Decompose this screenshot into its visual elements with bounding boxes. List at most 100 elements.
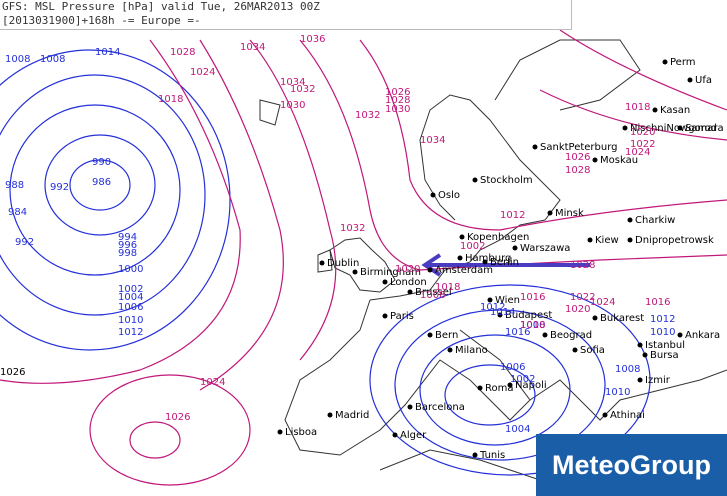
city-dot: [542, 332, 548, 338]
city-label: Moskau: [600, 155, 638, 166]
city-label: Istanbul: [645, 340, 685, 351]
city-dot: [457, 255, 463, 261]
isobar-label: 1026: [565, 152, 590, 163]
city-dot: [427, 267, 433, 273]
city-label: Milano: [455, 345, 488, 356]
city-label: Izmir: [645, 375, 671, 386]
isobar-label: 1008: [420, 290, 445, 301]
isobar-label: 1004: [505, 424, 530, 435]
city-label: SanktPeterburg: [540, 142, 618, 153]
city-label: Bursa: [650, 350, 679, 361]
isobar-label: 986: [92, 177, 111, 188]
arrow: [421, 253, 590, 277]
city-label: Alger: [400, 430, 427, 441]
isobar-label: 1034: [280, 77, 305, 88]
isobar-label: 1032: [290, 84, 315, 95]
city-dot: [512, 245, 518, 251]
city-label: Napoli: [515, 380, 547, 391]
header-run: [2013031900]+168h -= Europe =-: [2, 14, 201, 27]
city-dot: [592, 157, 598, 163]
isobar-label: 1024: [625, 147, 650, 158]
city-dot: [637, 377, 643, 383]
city-label: Paris: [390, 311, 414, 322]
city-label: Brussel: [415, 287, 452, 298]
header: GFS: MSL Pressure [hPa] valid Tue, 26MAR…: [0, 0, 572, 30]
isobar-label: 1008: [40, 54, 65, 65]
city-label: Athinai: [610, 410, 645, 421]
city-label: Ankara: [685, 330, 720, 341]
isobar-label: 1026: [0, 367, 25, 378]
city-label: Samara: [685, 123, 724, 134]
city-dot: [352, 269, 358, 275]
city-dot: [587, 237, 593, 243]
logo: MeteoGroup: [536, 434, 727, 496]
isobar-label: 1004: [118, 292, 143, 303]
city-dot: [472, 452, 478, 458]
city-dot: [407, 289, 413, 295]
isobar-label: 1034: [420, 135, 445, 146]
isobar-label: 1000: [118, 264, 143, 275]
city-label: Berlin: [490, 257, 519, 268]
isobar-label: 1018: [520, 320, 545, 331]
city-dot: [382, 279, 388, 285]
isobar-label: 1002: [460, 241, 485, 252]
city-label: Amsterdam: [435, 265, 493, 276]
city-label: Sofia: [580, 345, 605, 356]
city-dot: [662, 59, 668, 65]
coastlines: [259, 39, 727, 481]
isobar-label: 1028: [385, 95, 410, 106]
isobar-label: 1030: [385, 104, 410, 115]
isobar-label: 1032: [340, 223, 365, 234]
city-label: Kopenhagen: [467, 232, 529, 243]
isobar-label: 1002: [510, 374, 535, 385]
city-dot: [687, 77, 693, 83]
isobar-label: 1018: [158, 94, 183, 105]
city-label: Wien: [495, 295, 520, 306]
city-label: Ufa: [695, 75, 712, 86]
city-dot: [637, 342, 643, 348]
city-label: Minsk: [555, 208, 584, 219]
city-dot: [487, 297, 493, 303]
city-dot: [407, 404, 413, 410]
city-dot: [572, 347, 578, 353]
isobar-label: 998: [118, 248, 137, 259]
isobar-label: 1000: [520, 320, 545, 331]
city-label: Hamburg: [465, 253, 511, 264]
city-label: Kiew: [595, 235, 619, 246]
city-label: Barcelona: [415, 402, 465, 413]
isobar-label: 1024: [590, 297, 615, 308]
city-dot: [482, 259, 488, 265]
isobar-label: 1028: [170, 47, 195, 58]
city-label: Charkiw: [635, 215, 675, 226]
isobar-label: 1010: [605, 387, 630, 398]
city-dot: [392, 432, 398, 438]
city-label: Perm: [670, 57, 696, 68]
city-dot: [592, 315, 598, 321]
city-dot: [622, 125, 628, 131]
city-dot: [547, 210, 553, 216]
isobar-label: 1010: [650, 327, 675, 338]
city-label: Warszawa: [520, 243, 570, 254]
city-label: Dublin: [327, 258, 359, 269]
isobar-label: 1032: [355, 110, 380, 121]
isobar-label: 1012: [480, 302, 505, 313]
isobar-label: 1034: [240, 42, 265, 53]
city-label: Oslo: [438, 190, 460, 201]
header-title: GFS: MSL Pressure [hPa] valid Tue, 26MAR…: [2, 0, 320, 13]
city-dot: [602, 412, 608, 418]
isobar-label: 1012: [500, 210, 525, 221]
city-dot: [427, 332, 433, 338]
isobar-label: 1028: [565, 165, 590, 176]
isobar-label: 990: [92, 157, 111, 168]
isobar-label: 1008: [615, 364, 640, 375]
city-dot: [627, 217, 633, 223]
isobar-label: 992: [50, 182, 69, 193]
isobar-label: 1024: [190, 67, 215, 78]
isobar-label: 1018: [625, 102, 650, 113]
isobar-label: 1016: [505, 327, 530, 338]
city-dot: [677, 125, 683, 131]
isobar-label: 1006: [118, 302, 143, 313]
city-label: Dnipropetrowsk: [635, 235, 714, 246]
city-label: Beograd: [550, 330, 592, 341]
